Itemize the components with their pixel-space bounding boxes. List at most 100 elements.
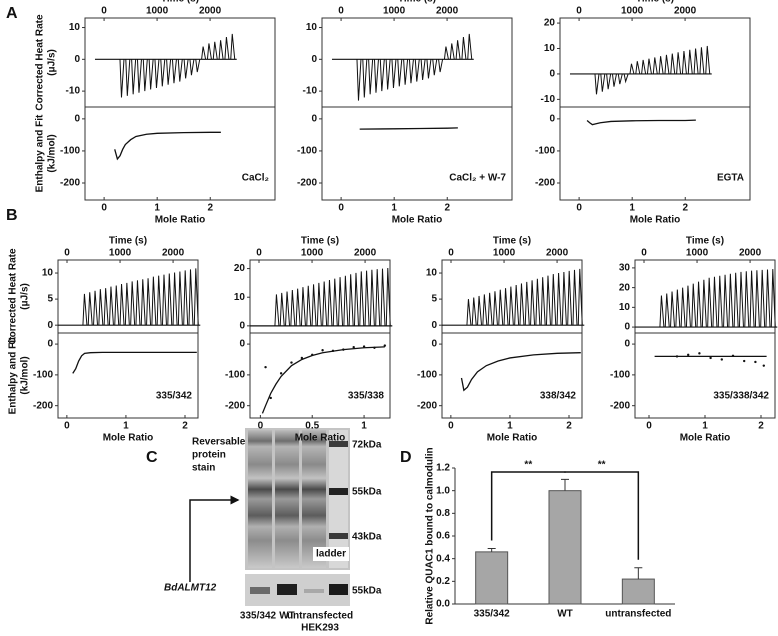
- injection-peak: [403, 59, 409, 85]
- blot: Reversable protein stain 72kDa 55kDa 43k…: [164, 428, 382, 634]
- data-point: [352, 345, 355, 349]
- ladder-band: [329, 441, 348, 447]
- injection-peak: [438, 59, 444, 73]
- x-axis-title: Mole Ratio: [680, 433, 731, 444]
- injection-peak: [426, 59, 432, 79]
- injection-peak: [188, 269, 194, 326]
- data-point: [762, 364, 765, 367]
- injection-peak: [646, 58, 652, 75]
- y-tick-label: 5: [47, 294, 53, 305]
- y2-tick-label: -100: [225, 370, 245, 381]
- injection-peak: [696, 281, 702, 328]
- x-axis-title: Time (s): [636, 0, 674, 5]
- x-axis-title: Time (s): [301, 236, 339, 247]
- panel-label: D: [400, 449, 412, 466]
- x-tick-label: untransfected: [605, 609, 671, 620]
- injection-peak: [379, 59, 385, 92]
- fit-line: [72, 351, 197, 374]
- x-tick-label: 0: [64, 248, 70, 259]
- injection-peak: [699, 47, 705, 74]
- injection-peak: [556, 273, 562, 326]
- injection-peak: [540, 277, 546, 326]
- injection-peak: [659, 295, 665, 328]
- significance-label: **: [598, 460, 606, 471]
- y-tick-label: 10: [234, 292, 246, 303]
- x-tick-label: 2: [182, 421, 188, 432]
- x-axis-title: Time (s): [493, 236, 531, 247]
- y-tick-label: 10: [619, 302, 631, 313]
- y-tick-label: 20: [234, 263, 246, 274]
- y-tick-label: -10: [541, 94, 556, 105]
- y-axis-title: Corrected Heat Rate: [35, 14, 46, 111]
- data-point: [698, 352, 701, 355]
- data-point: [754, 360, 757, 364]
- x-tick-label: 0: [576, 6, 582, 17]
- injection-peak: [561, 271, 567, 326]
- injection-peak: [455, 40, 461, 60]
- x-tick-label: 0.5: [305, 421, 319, 432]
- injection-peak: [311, 284, 317, 326]
- injection-peak: [142, 59, 148, 92]
- stain-label: stain: [192, 463, 215, 474]
- injection-peak: [114, 285, 120, 326]
- data-point: [687, 353, 690, 357]
- injection-peak: [87, 292, 93, 326]
- injection-peak: [680, 287, 686, 328]
- x-tick-label: 2000: [739, 248, 762, 259]
- data-point: [269, 396, 272, 400]
- data-point: [709, 356, 712, 360]
- injection-peak: [676, 52, 682, 75]
- fit-line: [114, 131, 221, 161]
- injection-peak: [338, 277, 344, 326]
- injection-peak: [551, 274, 557, 326]
- injection-peak: [135, 280, 141, 326]
- arrow: [189, 495, 240, 582]
- injection-peak: [343, 275, 349, 326]
- y-tick-label: 0: [311, 54, 317, 65]
- injection-peak: [195, 59, 201, 73]
- injection-peak: [332, 278, 338, 326]
- injection-peak: [717, 275, 723, 328]
- injection-peak: [161, 274, 167, 326]
- y2-tick-label: -100: [610, 370, 630, 381]
- lane: [248, 430, 272, 568]
- injection-peak: [146, 278, 152, 326]
- injection-peak: [524, 281, 530, 326]
- injection-peak: [492, 291, 498, 326]
- significance-label: **: [524, 460, 532, 471]
- injection-peak: [290, 290, 296, 326]
- significance-bracket: [564, 471, 640, 560]
- injection-peak: [577, 268, 583, 326]
- injection-peak: [482, 294, 488, 326]
- injection-peak: [274, 294, 280, 326]
- injection-peak: [567, 270, 573, 326]
- ladder-band: [329, 488, 348, 495]
- injection-peak: [770, 269, 776, 328]
- y-tick-label: 0.2: [436, 576, 450, 587]
- x-tick-label: 1000: [493, 248, 516, 259]
- error-bar: [487, 547, 496, 552]
- injection-peak: [380, 268, 386, 326]
- injection-peak: [206, 43, 212, 60]
- panel-label: C: [146, 449, 158, 466]
- y-axis-title: Enthalpy and Fit: [35, 114, 46, 192]
- x-tick-label: 0: [101, 6, 107, 17]
- y2-tick-label: 0: [47, 339, 53, 350]
- fit-line: [359, 127, 458, 130]
- x-tick-label: 2000: [674, 6, 697, 17]
- x-tick-label: 0: [338, 6, 344, 17]
- annotation: 335/338/342: [713, 391, 769, 402]
- marker-label: 43kDa: [352, 532, 382, 543]
- y-tick-label: 0: [431, 320, 437, 331]
- x-tick-label: 1: [507, 421, 513, 432]
- y2-tick-label: -200: [417, 400, 437, 411]
- x-tick-label: 0: [576, 203, 582, 214]
- band: [250, 587, 270, 594]
- fit-line: [586, 119, 696, 126]
- injection-peak: [316, 282, 322, 326]
- band: [277, 584, 297, 595]
- lane-label: HEK293: [301, 623, 339, 634]
- x-tick-label: 1: [702, 421, 708, 432]
- annotation: 335/338: [348, 391, 385, 402]
- x-tick-label: 1: [629, 203, 635, 214]
